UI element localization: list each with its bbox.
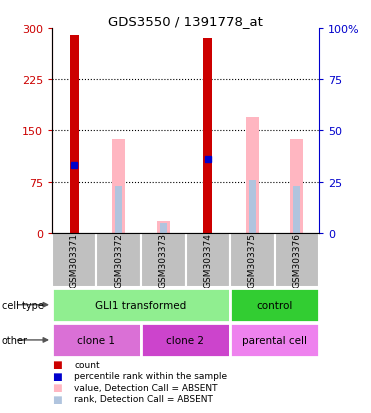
Bar — [70, 36, 79, 233]
Text: GSM303373: GSM303373 — [159, 233, 168, 287]
Text: parental cell: parental cell — [242, 335, 307, 345]
Text: control: control — [256, 300, 293, 310]
Bar — [230, 233, 275, 287]
Bar — [112, 139, 125, 233]
Bar — [203, 39, 212, 233]
Title: GDS3550 / 1391778_at: GDS3550 / 1391778_at — [108, 15, 263, 28]
Text: GSM303372: GSM303372 — [114, 233, 123, 287]
Bar — [157, 221, 170, 233]
Bar — [115, 187, 122, 233]
Text: ■: ■ — [52, 394, 62, 404]
Bar — [52, 288, 230, 322]
Text: percentile rank within the sample: percentile rank within the sample — [74, 371, 227, 380]
Text: ■: ■ — [52, 382, 62, 392]
Text: GSM303375: GSM303375 — [248, 233, 257, 287]
Text: cell type: cell type — [2, 300, 44, 310]
Text: value, Detection Call = ABSENT: value, Detection Call = ABSENT — [74, 383, 218, 392]
Text: clone 1: clone 1 — [78, 335, 115, 345]
Bar — [52, 323, 141, 357]
Text: clone 2: clone 2 — [167, 335, 204, 345]
Text: GLI1 transformed: GLI1 transformed — [95, 300, 187, 310]
Bar — [290, 139, 303, 233]
Bar — [52, 233, 96, 287]
Text: GSM303371: GSM303371 — [70, 233, 79, 287]
Bar — [275, 233, 319, 287]
Bar — [141, 323, 230, 357]
Bar — [246, 117, 259, 233]
Bar — [141, 233, 186, 287]
Bar — [186, 233, 230, 287]
Bar — [293, 187, 301, 233]
Text: other: other — [2, 335, 28, 345]
Text: GSM303374: GSM303374 — [203, 233, 212, 287]
Bar — [160, 223, 167, 233]
Bar — [230, 323, 319, 357]
Bar — [249, 180, 256, 233]
Text: count: count — [74, 360, 100, 369]
Text: ■: ■ — [52, 371, 62, 381]
Text: rank, Detection Call = ABSENT: rank, Detection Call = ABSENT — [74, 394, 213, 404]
Text: GSM303376: GSM303376 — [292, 233, 301, 287]
Text: ■: ■ — [52, 359, 62, 369]
Bar — [230, 288, 319, 322]
Bar — [96, 233, 141, 287]
